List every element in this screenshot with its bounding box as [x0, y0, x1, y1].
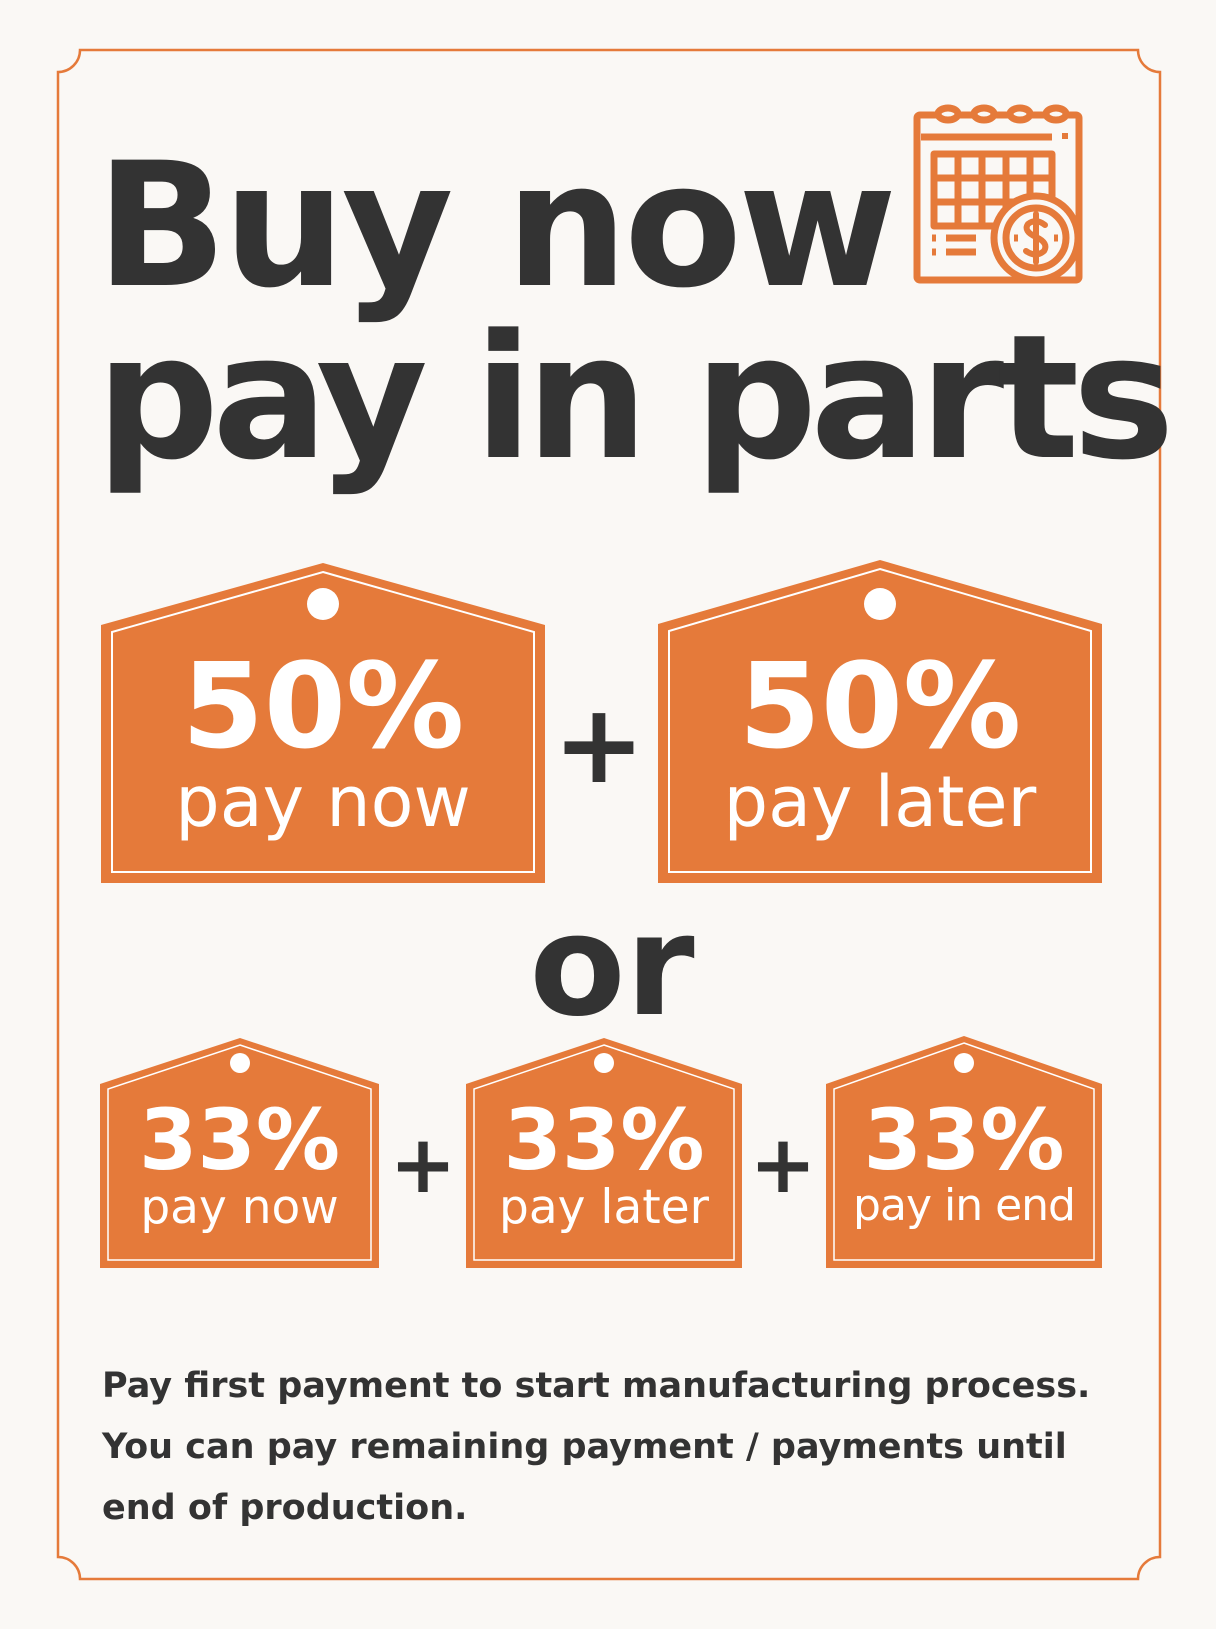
calendar-dollar-icon [913, 104, 1083, 284]
price-tag-33-pay-later: 33% pay later [466, 1038, 742, 1268]
tag-percent: 33% [138, 1091, 341, 1189]
tag-label: pay now [140, 1180, 339, 1235]
tag-percent: 50% [738, 637, 1022, 775]
price-tag-33-pay-now: 33% pay now [100, 1038, 379, 1268]
note-line: end of production. [102, 1488, 468, 1528]
price-tag-50-pay-now: 50% pay now [101, 563, 545, 883]
tag-label: pay now [175, 761, 471, 843]
tag-percent: 50% [181, 637, 465, 775]
note-line: You can pay remaining payment / payments… [102, 1427, 1067, 1467]
tag-label: pay later [499, 1180, 709, 1235]
plus-sign: + [749, 1118, 817, 1211]
tag-percent: 33% [863, 1091, 1065, 1189]
tag-percent: 33% [503, 1091, 705, 1189]
price-tag-50-pay-later: 50% pay later [658, 560, 1102, 883]
title-line-2: pay in parts [96, 297, 1175, 498]
payment-note: Pay first payment to start manufacturing… [102, 1356, 1162, 1539]
note-line: Pay first payment to start manufacturing… [102, 1366, 1091, 1406]
plus-sign: + [552, 680, 646, 808]
price-tag-33-pay-in-end: 33% pay in end [826, 1036, 1102, 1268]
tag-label: pay later [723, 761, 1037, 843]
plus-sign: + [389, 1118, 457, 1211]
title-line-1: Buy now [96, 125, 897, 326]
tag-label: pay in end [853, 1180, 1076, 1231]
or-label: or [529, 885, 695, 1048]
